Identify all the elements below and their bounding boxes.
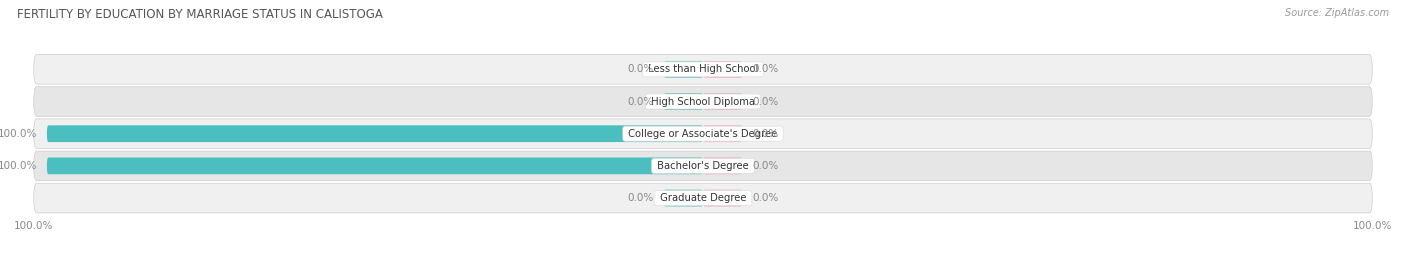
Text: 100.0%: 100.0% xyxy=(0,129,37,139)
Legend: Married, Unmarried: Married, Unmarried xyxy=(623,268,783,269)
Text: Less than High School: Less than High School xyxy=(645,64,761,74)
Text: 0.0%: 0.0% xyxy=(627,193,654,203)
Text: College or Associate's Degree: College or Associate's Degree xyxy=(626,129,780,139)
Text: 0.0%: 0.0% xyxy=(752,161,779,171)
FancyBboxPatch shape xyxy=(703,190,742,206)
FancyBboxPatch shape xyxy=(703,61,742,78)
Text: 100.0%: 100.0% xyxy=(14,221,53,231)
FancyBboxPatch shape xyxy=(664,93,703,110)
Text: Bachelor's Degree: Bachelor's Degree xyxy=(654,161,752,171)
Text: 0.0%: 0.0% xyxy=(752,64,779,74)
FancyBboxPatch shape xyxy=(703,125,742,142)
FancyBboxPatch shape xyxy=(34,151,1372,181)
FancyBboxPatch shape xyxy=(34,55,1372,84)
FancyBboxPatch shape xyxy=(34,87,1372,116)
Text: 0.0%: 0.0% xyxy=(752,129,779,139)
FancyBboxPatch shape xyxy=(46,158,703,174)
FancyBboxPatch shape xyxy=(664,190,703,206)
Text: 0.0%: 0.0% xyxy=(752,193,779,203)
FancyBboxPatch shape xyxy=(34,119,1372,148)
Text: High School Diploma: High School Diploma xyxy=(648,97,758,107)
Text: 100.0%: 100.0% xyxy=(1353,221,1392,231)
Text: Source: ZipAtlas.com: Source: ZipAtlas.com xyxy=(1285,8,1389,18)
FancyBboxPatch shape xyxy=(703,93,742,110)
FancyBboxPatch shape xyxy=(34,183,1372,213)
Text: 0.0%: 0.0% xyxy=(627,64,654,74)
FancyBboxPatch shape xyxy=(664,61,703,78)
Text: Graduate Degree: Graduate Degree xyxy=(657,193,749,203)
FancyBboxPatch shape xyxy=(703,158,742,174)
Text: FERTILITY BY EDUCATION BY MARRIAGE STATUS IN CALISTOGA: FERTILITY BY EDUCATION BY MARRIAGE STATU… xyxy=(17,8,382,21)
Text: 0.0%: 0.0% xyxy=(752,97,779,107)
FancyBboxPatch shape xyxy=(46,125,703,142)
Text: 0.0%: 0.0% xyxy=(627,97,654,107)
Text: 100.0%: 100.0% xyxy=(0,161,37,171)
